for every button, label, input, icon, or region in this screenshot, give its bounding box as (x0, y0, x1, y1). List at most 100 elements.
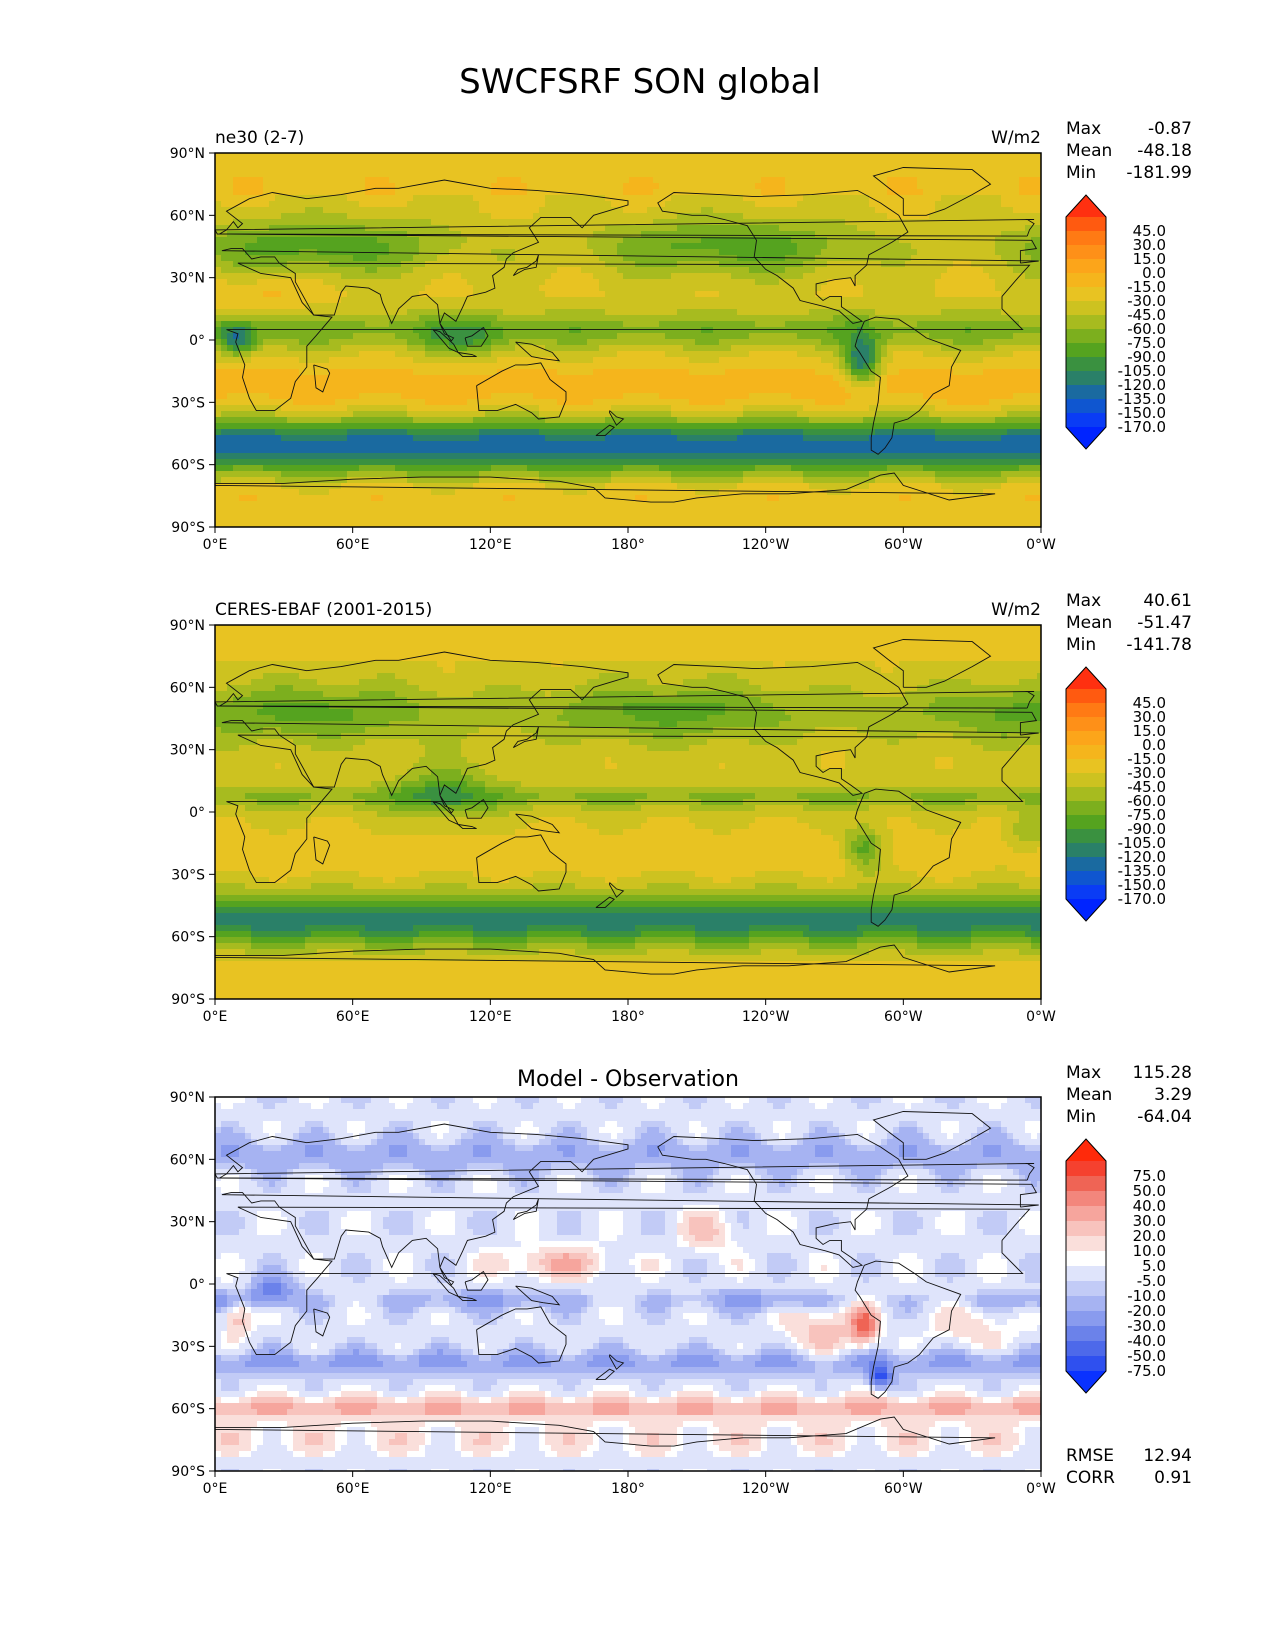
colorbar-label: -135.0 (1118, 390, 1166, 408)
lon-tick-label: 60°W (884, 1009, 923, 1025)
colorbar-segment (1066, 273, 1106, 288)
colorbar-label: 10.0 (1133, 1242, 1166, 1260)
colorbar-segment (1066, 689, 1106, 704)
colorbar-segment (1066, 1221, 1106, 1237)
coastlines (215, 167, 1039, 503)
lon-tick-label: 120°W (742, 1009, 790, 1025)
colorbar-label: -30.0 (1127, 764, 1166, 782)
colorbar-label: -30.0 (1127, 292, 1166, 310)
lon-tick-label: 60°E (336, 537, 370, 553)
colorbar-label: -90.0 (1127, 820, 1166, 838)
lat-tick-label: 60°S (171, 458, 205, 474)
colorbar-label: 5.0 (1142, 1257, 1166, 1275)
colorbar-label: -120.0 (1118, 848, 1166, 866)
lat-tick-label: 30°S (171, 867, 205, 883)
colorbar-segment (1066, 1341, 1106, 1357)
panel-3: 90°N 60°N 30°N 0° 30°S 60°S 90°S0°E 60°E 120°E 18… (170, 1063, 1192, 1497)
stat-label: Max (1066, 1063, 1101, 1083)
colorbar-label: -45.0 (1127, 306, 1166, 324)
stat-value: 3.29 (1154, 1085, 1192, 1105)
colorbar-segment (1066, 315, 1106, 330)
colorbar-segment (1066, 1266, 1106, 1282)
lon-tick-label: 0°E (203, 537, 228, 553)
colorbar-segment (1066, 703, 1106, 718)
colorbar-segment (1066, 1281, 1106, 1297)
colorbar-label: -75.0 (1127, 806, 1166, 824)
colorbar-label: 15.0 (1133, 250, 1166, 268)
stat-value: -51.47 (1137, 613, 1192, 633)
colorbar-segment (1066, 287, 1106, 302)
colorbar-extend-bottom (1066, 899, 1106, 921)
colorbar-label: 30.0 (1133, 236, 1166, 254)
colorbar-segment (1066, 1356, 1106, 1372)
colorbar: 45.030.015.00.0-15.0-30.0-45.0-60.0-75.0… (1065, 194, 1166, 450)
stat-label: Mean (1066, 1085, 1112, 1105)
colorbar-label: 0.0 (1142, 264, 1166, 282)
lon-tick-label: 0°E (203, 1009, 228, 1025)
lat-tick-label: 0° (189, 333, 205, 349)
lon-tick-label: 120°W (742, 537, 790, 553)
lat-tick-label: 0° (189, 1277, 205, 1293)
lon-tick-label: 180° (611, 1481, 645, 1497)
colorbar-segment (1066, 329, 1106, 344)
colorbar-segment (1066, 399, 1106, 414)
colorbar-label: -60.0 (1127, 792, 1166, 810)
colorbar-label: 20.0 (1133, 1227, 1166, 1245)
colorbar-label: -135.0 (1118, 862, 1166, 880)
colorbar-label: 30.0 (1133, 1212, 1166, 1230)
colorbar-segment (1066, 245, 1106, 260)
colorbar-label: -45.0 (1127, 778, 1166, 796)
stat-value: -64.04 (1137, 1107, 1192, 1127)
colorbar-segment (1066, 857, 1106, 872)
colorbar-segment (1066, 731, 1106, 746)
colorbar-extend-top (1066, 195, 1106, 217)
colorbar-extend-bottom (1066, 1371, 1106, 1393)
lon-tick-label: 120°E (469, 537, 512, 553)
lat-tick-label: 90°N (170, 1090, 205, 1106)
colorbar-label: -150.0 (1118, 876, 1166, 894)
lat-tick-label: 60°N (170, 1152, 205, 1168)
colorbar-label: 40.0 (1133, 1197, 1166, 1215)
stat-label: Mean (1066, 141, 1112, 161)
lat-tick-label: 30°S (171, 395, 205, 411)
panels: 90°N 60°N 30°N 0° 30°S 60°S 90°S 0°E 60°E 120°E 18… (170, 119, 1192, 1497)
lon-tick-label: 180° (611, 1009, 645, 1025)
lat-tick-label: 90°S (171, 1464, 205, 1480)
colorbar-segment (1066, 357, 1106, 372)
colorbar: 45.030.015.00.0-15.0-30.0-45.0-60.0-75.0… (1065, 666, 1166, 922)
colorbar-label: 0.0 (1142, 736, 1166, 754)
colorbar-segment (1066, 1176, 1106, 1192)
colorbar-segment (1066, 1326, 1106, 1342)
colorbar-label: 75.0 (1133, 1167, 1166, 1185)
colorbar-label: -60.0 (1127, 320, 1166, 338)
panel-left-title: ne30 (2-7) (215, 128, 304, 148)
colorbar-segment (1066, 1206, 1106, 1222)
colorbar-label: -5.0 (1137, 1272, 1166, 1290)
stat-value: -181.99 (1126, 163, 1192, 183)
colorbar-segment (1066, 217, 1106, 232)
figure-title: SWCFSRF SON global (459, 62, 821, 102)
colorbar-label: -15.0 (1127, 750, 1166, 768)
colorbar-label: -40.0 (1127, 1332, 1166, 1350)
colorbar-label: 15.0 (1133, 722, 1166, 740)
colorbar-label: -105.0 (1118, 362, 1166, 380)
stat-label: Min (1066, 635, 1096, 655)
stat-value: 40.61 (1143, 591, 1192, 611)
panel-2: 90°N 60°N 30°N 0° 30°S 60°S 90°S0°E 60°E 120°E 18… (170, 591, 1192, 1025)
colorbar-segment (1066, 815, 1106, 830)
lat-tick-label: 30°N (170, 271, 205, 287)
stat-value: 0.91 (1154, 1468, 1192, 1488)
stat-value: 115.28 (1133, 1063, 1192, 1083)
stat-value: -0.87 (1148, 119, 1192, 139)
lat-tick-label: 90°N (170, 146, 205, 162)
stat-value: -141.78 (1126, 635, 1192, 655)
colorbar-label: -105.0 (1118, 834, 1166, 852)
colorbar-label: -15.0 (1127, 278, 1166, 296)
stat-label: RMSE (1066, 1446, 1114, 1466)
colorbar-label: -75.0 (1127, 334, 1166, 352)
coastlines (215, 1111, 1039, 1447)
lat-tick-label: 60°S (171, 930, 205, 946)
colorbar-label: -150.0 (1118, 404, 1166, 422)
colorbar-segment (1066, 871, 1106, 886)
